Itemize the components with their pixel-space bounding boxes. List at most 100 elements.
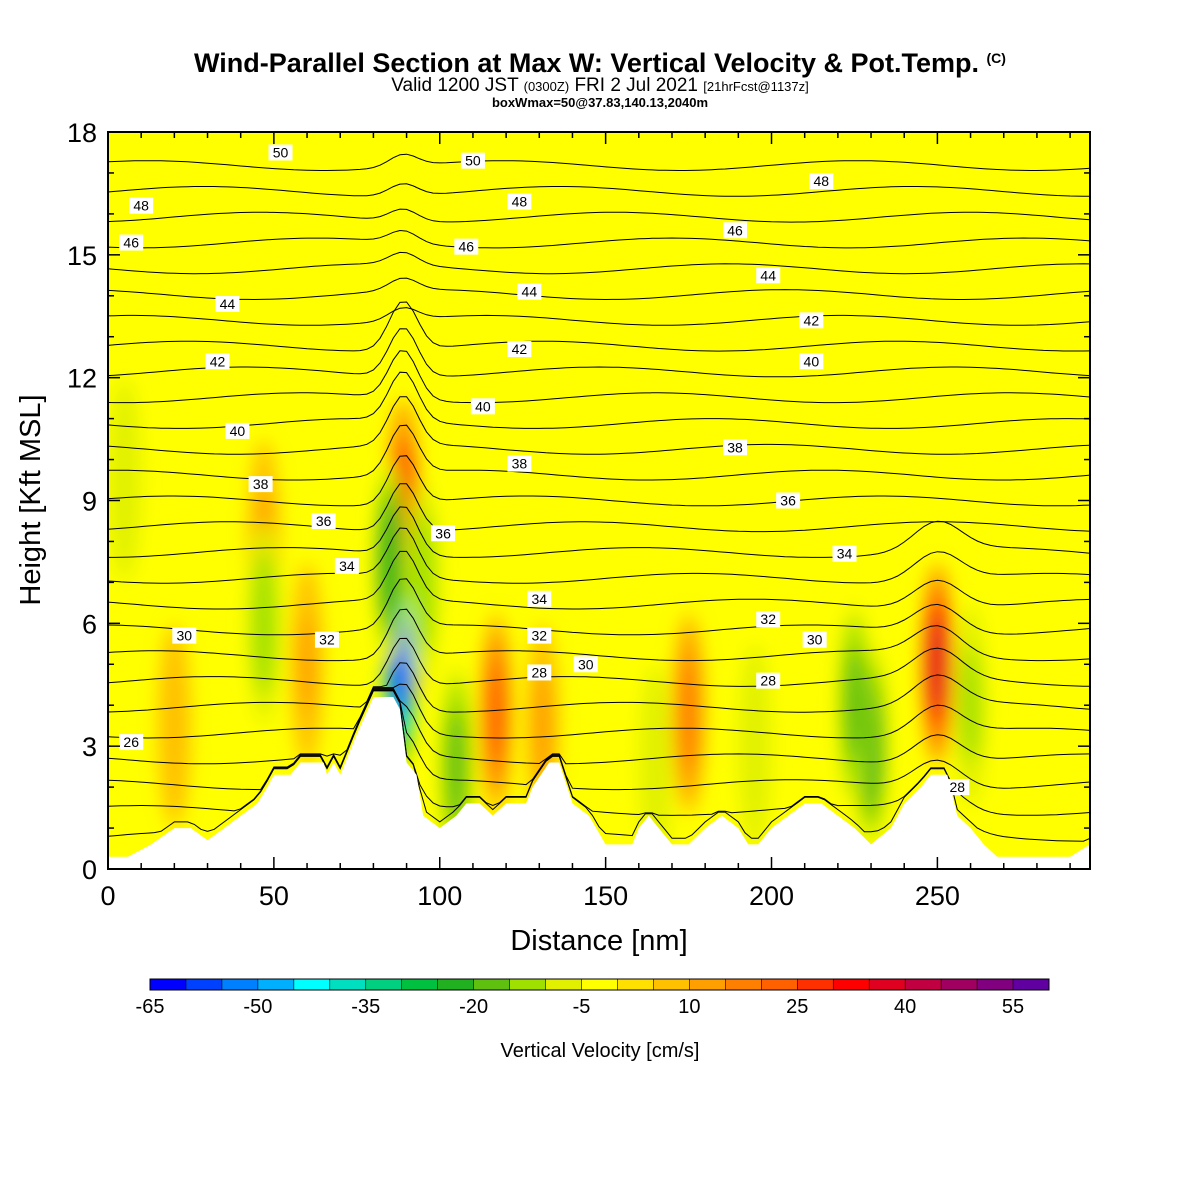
contour-label: 32	[756, 611, 781, 628]
contour-label-text: 26	[123, 734, 139, 750]
contour-label-bg	[225, 422, 250, 439]
downdraft-core-10-level-4	[646, 718, 665, 815]
contour-label: 26	[119, 734, 144, 751]
colorbar-swatch	[545, 979, 583, 990]
contour-label: 44	[756, 267, 781, 284]
theta-contour-line	[108, 301, 1090, 352]
contour-label-text: 30	[177, 628, 193, 644]
colorbar-swatch	[293, 979, 331, 990]
colorbar-tick-label: 40	[894, 996, 916, 1018]
contour-label-bg	[314, 631, 339, 648]
chart-subtitle: Valid 1200 JST (0300Z) FRI 2 Jul 2021 [2…	[0, 76, 1200, 97]
contour-label-bg	[311, 512, 336, 529]
colorbar-swatch	[581, 979, 618, 990]
title-block: Wind-Parallel Section at Max W: Vertical…	[0, 42, 1200, 110]
contour-label-bg	[248, 476, 273, 493]
contour-label-bg	[945, 779, 970, 796]
contour-label-text: 50	[273, 144, 289, 160]
contour-label: 48	[809, 173, 834, 190]
contour-label: 32	[527, 627, 552, 644]
valid-time: Valid 1200 JST	[391, 75, 519, 96]
contour-label-bg	[507, 455, 532, 472]
x-tick-label: 50	[259, 881, 289, 911]
contour-label-bg	[756, 267, 781, 284]
contour-label-bg	[809, 173, 834, 190]
downdraft-core-9-level-4	[746, 698, 764, 795]
contour-label-text: 46	[123, 235, 139, 251]
contour-label: 44	[517, 283, 542, 300]
contour-label-bg	[527, 627, 552, 644]
contour-label-text: 32	[531, 628, 547, 644]
contour-label-bg	[527, 664, 552, 681]
colorbar-swatch	[365, 979, 403, 990]
contour-label-text: 38	[727, 439, 743, 455]
colorbar-swatch	[869, 979, 906, 990]
x-axis-title: Distance [nm]	[510, 925, 687, 957]
contour-label-bg	[334, 558, 359, 575]
contour-label-bg	[119, 234, 144, 251]
downdraft-core-7-level-4	[447, 718, 466, 815]
colorbar: -65 -50 -35 -20 -5 10 25 40 55	[136, 978, 1050, 1018]
contour-label-bg	[799, 312, 824, 329]
y-tick-label: 15	[67, 241, 97, 271]
contour-label-text: 48	[813, 173, 829, 189]
y-tick-label: 0	[82, 855, 97, 885]
theta-contour-line	[108, 527, 1090, 584]
contour-label-bg	[723, 439, 748, 456]
x-tick-label: 150	[583, 881, 628, 911]
contour-label-text: 48	[133, 198, 149, 214]
downdraft-core-5-level-4	[414, 534, 432, 631]
contour-label-bg	[172, 627, 197, 644]
forecast-info: [21hrFcst@1137z]	[703, 79, 809, 94]
downdraft-core-6-level-4	[115, 432, 134, 529]
downdraft-core-4-level-4	[845, 657, 864, 754]
y-tick-label: 6	[82, 609, 97, 639]
contour-label-bg	[756, 672, 781, 689]
contour-label-text: 30	[807, 632, 823, 648]
contour-label-text: 42	[804, 312, 820, 328]
valid-date: FRI 2 Jul 2021	[574, 75, 699, 96]
colorbar-swatch	[689, 979, 726, 990]
colorbar-swatch	[617, 979, 654, 990]
contour-label: 38	[507, 455, 532, 472]
contour-label: 40	[470, 398, 495, 415]
contour-label-text: 48	[512, 194, 528, 210]
theta-contour-line	[108, 350, 1090, 404]
terrain	[108, 697, 1090, 869]
colorbar-swatch	[905, 979, 942, 990]
contour-label-bg	[527, 590, 552, 607]
contour-label-text: 28	[950, 779, 966, 795]
y-axis-title: Height [Kft MSL]	[15, 394, 47, 605]
contour-label: 46	[723, 222, 748, 239]
contour-label-text: 36	[435, 525, 451, 541]
contour-label-text: 50	[465, 153, 481, 169]
contour-label: 48	[129, 197, 154, 214]
contour-label: 50	[460, 152, 485, 169]
contour-label: 44	[215, 295, 240, 312]
contour-label-bg	[776, 492, 801, 509]
contour-label-bg	[517, 283, 542, 300]
colorbar-swatch	[977, 979, 1014, 990]
theta-contour-line	[108, 307, 1090, 326]
colorbar-tick-label: -50	[243, 996, 272, 1018]
theta-contour-line	[108, 578, 1090, 636]
contour-label: 46	[454, 238, 479, 255]
contour-label-bg	[431, 525, 456, 542]
colorbar-swatch	[437, 979, 475, 990]
y-tick-label: 9	[82, 487, 97, 517]
colorbar-swatch	[473, 979, 511, 990]
theta-contour-line	[108, 229, 1090, 249]
contour-label-text: 32	[319, 632, 335, 648]
colorbar-swatch	[150, 979, 187, 990]
colorbar-swatch	[1013, 979, 1050, 990]
contour-label: 32	[314, 631, 339, 648]
theta-contour-line	[108, 683, 1090, 739]
valid-utc: (0300Z)	[523, 79, 570, 94]
colorbar-frame	[149, 978, 1050, 991]
contour-label-text: 42	[210, 353, 226, 369]
contour-label: 42	[205, 353, 230, 370]
theta-contour-line	[108, 687, 1090, 765]
contour-label: 38	[723, 439, 748, 456]
